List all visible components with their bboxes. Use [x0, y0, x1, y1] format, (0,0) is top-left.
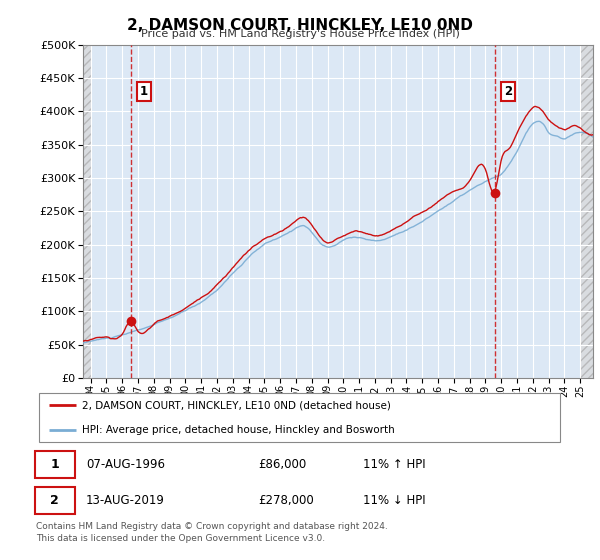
Text: 2, DAMSON COURT, HINCKLEY, LE10 0ND: 2, DAMSON COURT, HINCKLEY, LE10 0ND [127, 18, 473, 33]
Polygon shape [580, 45, 593, 378]
FancyBboxPatch shape [35, 451, 74, 478]
Text: 2: 2 [50, 494, 59, 507]
FancyBboxPatch shape [38, 393, 560, 442]
Text: £86,000: £86,000 [258, 458, 306, 471]
Text: 2, DAMSON COURT, HINCKLEY, LE10 0ND (detached house): 2, DAMSON COURT, HINCKLEY, LE10 0ND (det… [82, 400, 391, 410]
Text: Contains HM Land Registry data © Crown copyright and database right 2024.
This d: Contains HM Land Registry data © Crown c… [36, 522, 388, 543]
Text: £278,000: £278,000 [258, 494, 314, 507]
Text: HPI: Average price, detached house, Hinckley and Bosworth: HPI: Average price, detached house, Hinc… [82, 425, 395, 435]
Text: 11% ↑ HPI: 11% ↑ HPI [364, 458, 426, 471]
Text: 07-AUG-1996: 07-AUG-1996 [86, 458, 165, 471]
Polygon shape [83, 45, 91, 378]
Text: 1: 1 [50, 458, 59, 471]
Text: 13-AUG-2019: 13-AUG-2019 [86, 494, 165, 507]
Text: 2: 2 [503, 85, 512, 98]
Text: Price paid vs. HM Land Registry's House Price Index (HPI): Price paid vs. HM Land Registry's House … [140, 29, 460, 39]
Text: 1: 1 [140, 85, 148, 98]
FancyBboxPatch shape [35, 487, 74, 514]
Text: 11% ↓ HPI: 11% ↓ HPI [364, 494, 426, 507]
